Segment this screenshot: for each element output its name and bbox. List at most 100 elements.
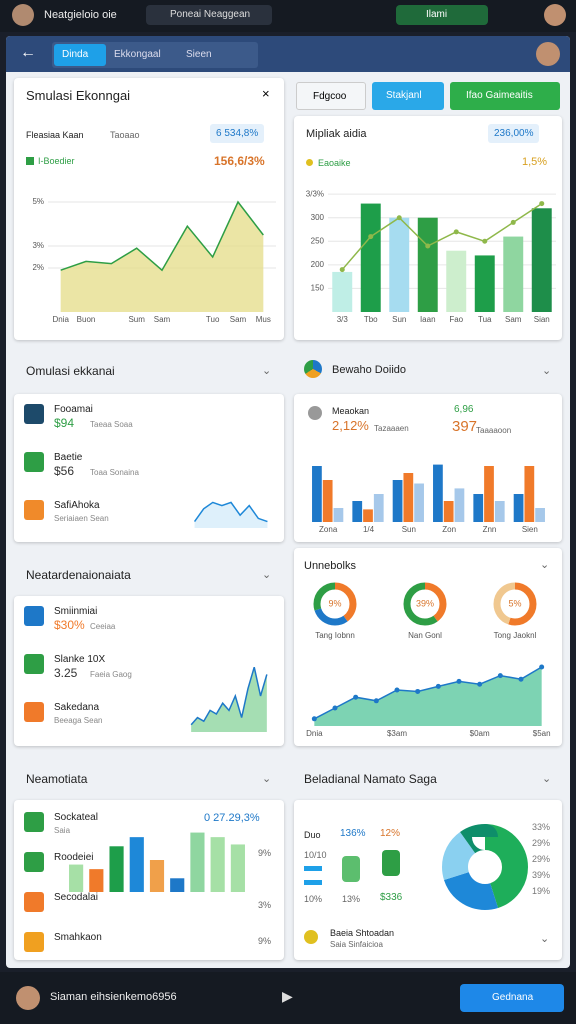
point <box>539 664 545 670</box>
x-tick-label: Zon <box>442 525 456 534</box>
chart: Zona 1/4 Sun Zon Znn Sien <box>312 464 545 534</box>
donut-name: Nan Gonl <box>408 631 442 640</box>
expand[interactable]: ⌄ <box>262 773 272 785</box>
button-label: Ifao Gaimeaitis <box>466 90 533 101</box>
button[interactable]: Stakjanl <box>372 82 444 110</box>
x-tick-label: Dnia <box>52 315 69 324</box>
card-title: Unnebolks <box>304 560 356 572</box>
card: Smulasi Ekonngai × Fleasiaa Kaan Taoaao … <box>14 78 284 340</box>
donut-name: Tang Iobnn <box>315 631 355 640</box>
bar <box>446 250 467 312</box>
card-title: Mipliak aidia <box>306 128 367 140</box>
nav-tab[interactable]: Ekkongaal <box>114 49 161 60</box>
nav-tab[interactable]: Dinda <box>62 49 89 60</box>
expand[interactable]: ⌄ <box>262 569 272 581</box>
chart: 3/3% 300 250 200 150 3/3 Tbo Sun Iaan Fao Tua Sam Si… <box>306 189 556 324</box>
window-title: Neatgieloio oie <box>44 9 117 21</box>
point <box>435 683 441 689</box>
point <box>518 676 524 682</box>
item-title: SafiAhoka <box>54 500 100 511</box>
icon <box>382 850 400 876</box>
chart: Dnia $3am $0am $5an <box>306 664 551 738</box>
back-button[interactable]: ← <box>20 44 36 61</box>
avatar <box>16 986 40 1010</box>
item-sub: Ceeiaa <box>90 622 116 631</box>
item-title: Smahkaon <box>54 932 102 943</box>
value: 3% <box>258 900 272 910</box>
x-tick-label: Mus <box>256 315 271 324</box>
donut-segment <box>442 824 528 910</box>
value: 397 <box>452 418 478 435</box>
tab-label: Poneai Neaggean <box>170 9 251 20</box>
item-icon <box>24 852 44 872</box>
point <box>353 694 359 700</box>
donut: 39% Nan Gonl <box>403 582 447 640</box>
point <box>311 716 317 722</box>
value: 2,12% <box>332 418 369 433</box>
point <box>368 234 374 240</box>
x-tick-label: Sam <box>505 315 522 324</box>
button[interactable]: Fdgcoo <box>296 82 366 110</box>
bar <box>149 860 165 892</box>
x-tick-label: Sum <box>128 315 145 324</box>
donut-name: Tong Jaoknl <box>494 631 537 640</box>
card: Smiinmiai $30% Ceeiaa Slanke 10X 3.25 Faeia G… <box>14 596 284 746</box>
item-sub: Taeaa Soaa <box>90 420 133 429</box>
nav-tab-active[interactable] <box>54 44 106 66</box>
item-sub: Saia Sinfaicioa <box>330 940 383 949</box>
item-icon <box>24 500 44 520</box>
section-title: Beladianal Namato Saga <box>304 772 437 786</box>
bar <box>69 864 84 892</box>
label: 33% <box>532 822 551 832</box>
x-tick-label: Zona <box>319 525 338 534</box>
icon <box>304 360 322 378</box>
bar <box>531 208 552 312</box>
bar <box>484 466 494 522</box>
top-button[interactable]: Ilami <box>396 5 488 25</box>
point <box>415 688 421 694</box>
item-value: 3.25 <box>54 666 78 680</box>
point <box>332 705 338 711</box>
expand[interactable]: ⌄ <box>542 773 552 785</box>
expand[interactable]: ⌄ <box>542 365 552 377</box>
y-tick-label: 2% <box>32 263 44 272</box>
sub: Taaaaoon <box>476 426 512 435</box>
card: Fooamai $94 Taeaa Soaa Baetie $56 Toaa Sonain… <box>14 394 284 542</box>
nav-tab[interactable]: Sieen <box>186 49 212 60</box>
button-label: Stakjanl <box>386 90 422 101</box>
x-tick-label: Sam <box>230 315 247 324</box>
value: 156,6/3% <box>214 154 265 168</box>
x-tick-label: Sun <box>392 315 406 324</box>
bottom-button[interactable]: Gednana <box>460 984 564 1012</box>
item-title: Sakedana <box>54 702 100 713</box>
bottom-button-label: Gednana <box>492 992 534 1003</box>
chart: 5% 3% 2% Dnia Buon Sum Sam Tuo Sam Mus <box>32 197 276 324</box>
stat: 10% <box>304 894 323 904</box>
y-tick-label: 150 <box>311 284 325 293</box>
icon <box>342 856 360 882</box>
card: Mipliak aidia 236,00% Eaoaike 1,5% 3/3% 3… <box>294 116 562 340</box>
point <box>453 229 459 235</box>
close-button[interactable]: × <box>262 86 270 101</box>
bar <box>333 508 344 522</box>
expand[interactable]: ⌄ <box>262 365 272 377</box>
avatar <box>536 42 560 66</box>
bar <box>474 255 495 312</box>
section-title: Bewaho Doiido <box>332 364 406 376</box>
label: 29% <box>532 854 551 864</box>
play-button[interactable]: ▶ <box>282 988 293 1004</box>
line <box>313 666 543 720</box>
icon <box>308 406 322 420</box>
expand[interactable]: ⌄ <box>540 559 550 571</box>
item-title: Smiinmiai <box>54 606 98 617</box>
area <box>194 502 268 528</box>
bar <box>454 488 465 522</box>
button[interactable]: Ifao Gaimeaitis <box>450 82 560 110</box>
tab[interactable]: Poneai Neaggean <box>146 5 272 25</box>
y-tick-label: 250 <box>311 236 325 245</box>
icon <box>304 930 318 944</box>
donut-label: 5% <box>508 598 521 608</box>
expand[interactable]: ⌄ <box>540 933 550 945</box>
sub: Tazaaaen <box>374 424 409 433</box>
bar <box>129 837 144 892</box>
